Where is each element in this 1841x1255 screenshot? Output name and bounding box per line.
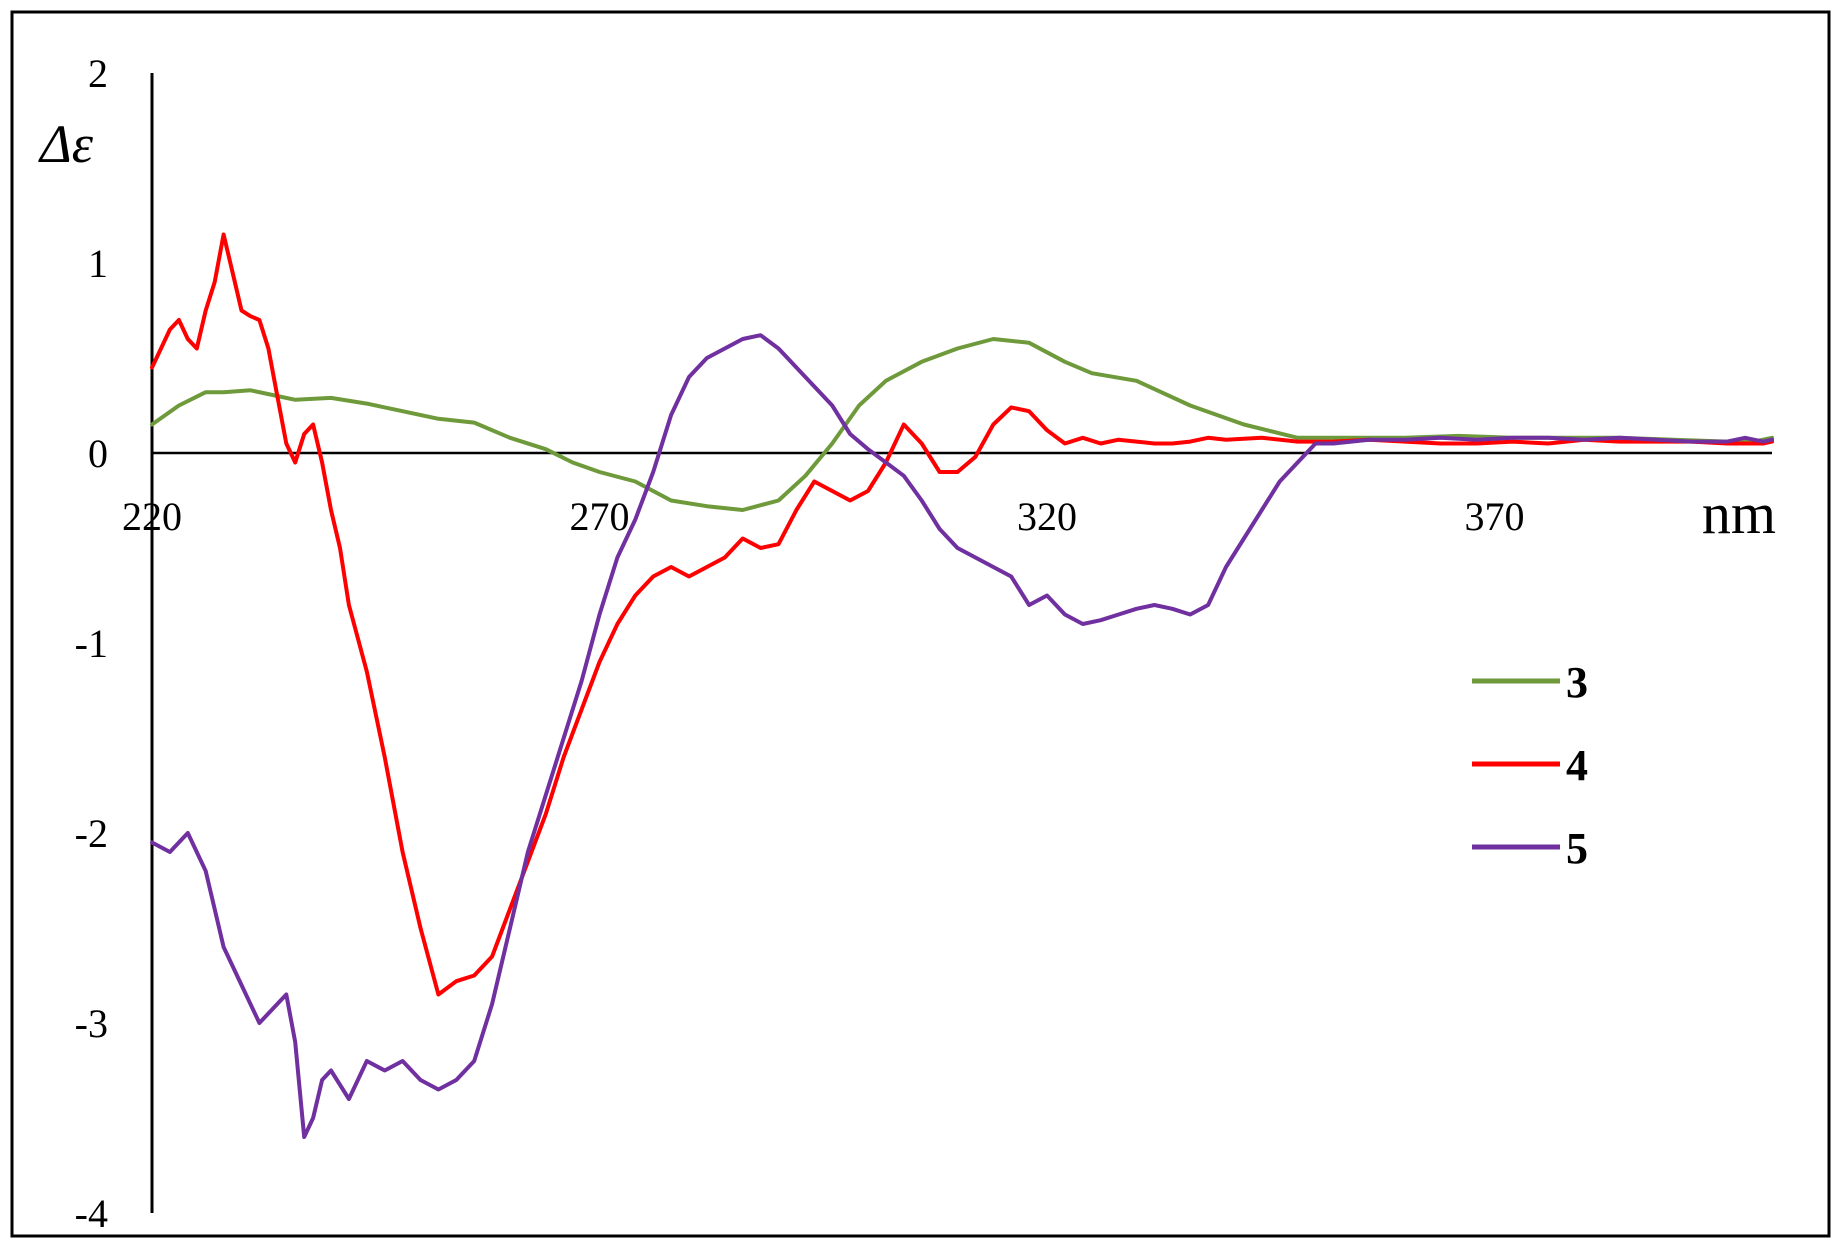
- series-line-5: [150, 333, 1774, 1139]
- y-axis-label: Δε: [38, 114, 94, 174]
- y-tick-label: 2: [88, 51, 108, 96]
- legend-label-4: 4: [1566, 741, 1588, 790]
- y-tick-label: 0: [88, 431, 108, 476]
- x-tick-label: 270: [570, 494, 630, 539]
- y-tick-label: -1: [75, 621, 108, 666]
- legend-label-3: 3: [1566, 658, 1588, 707]
- y-tick-label: -3: [75, 1001, 108, 1046]
- legend-label-5: 5: [1566, 824, 1588, 873]
- x-tick-label: 370: [1465, 494, 1525, 539]
- y-tick-label: -2: [75, 811, 108, 856]
- x-axis-label: nm: [1702, 481, 1776, 546]
- chart-frame: [10, 10, 1831, 1238]
- x-tick-label: 220: [122, 494, 182, 539]
- series-line-4: [150, 232, 1774, 997]
- y-tick-label: 1: [88, 241, 108, 286]
- y-tick-label: -4: [75, 1191, 108, 1236]
- x-tick-label: 320: [1017, 494, 1077, 539]
